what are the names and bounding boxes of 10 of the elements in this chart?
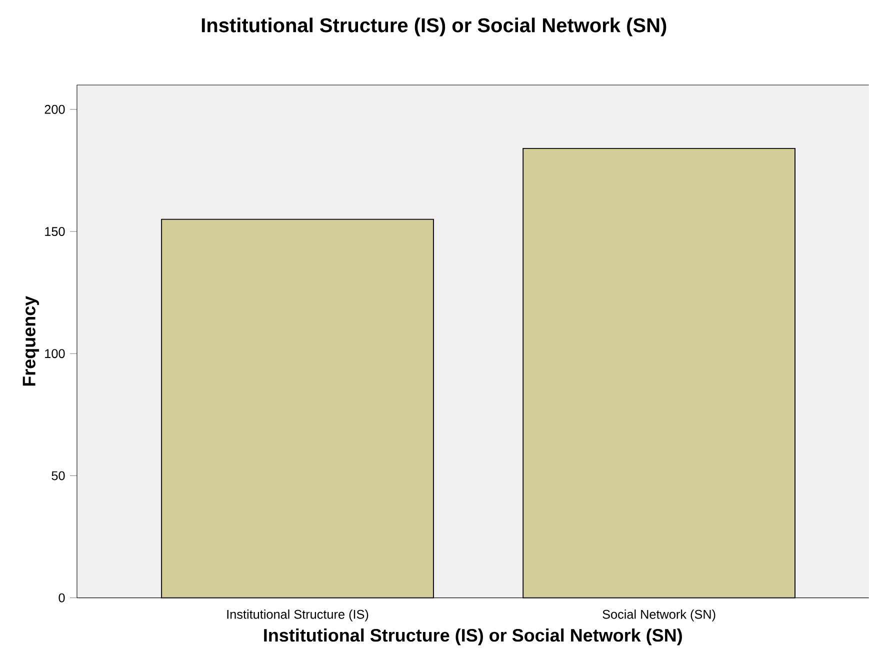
y-tick-label: 100 [45,349,65,358]
chart-title: Institutional Structure (IS) or Social Network (SN) [202,18,666,36]
y-tick-label: 150 [45,227,65,236]
y-tick-label: 50 [52,471,65,480]
y-axis-title: Frequency [22,296,39,386]
x-tick-label: Institutional Structure (IS) [227,610,368,622]
y-tick-label: 0 [58,593,65,602]
x-tick-label: Social Network (SN) [602,610,716,622]
y-tick-label: 200 [44,105,65,114]
x-axis-title: Institutional Structure (IS) or Social Network (SN) [264,628,682,646]
